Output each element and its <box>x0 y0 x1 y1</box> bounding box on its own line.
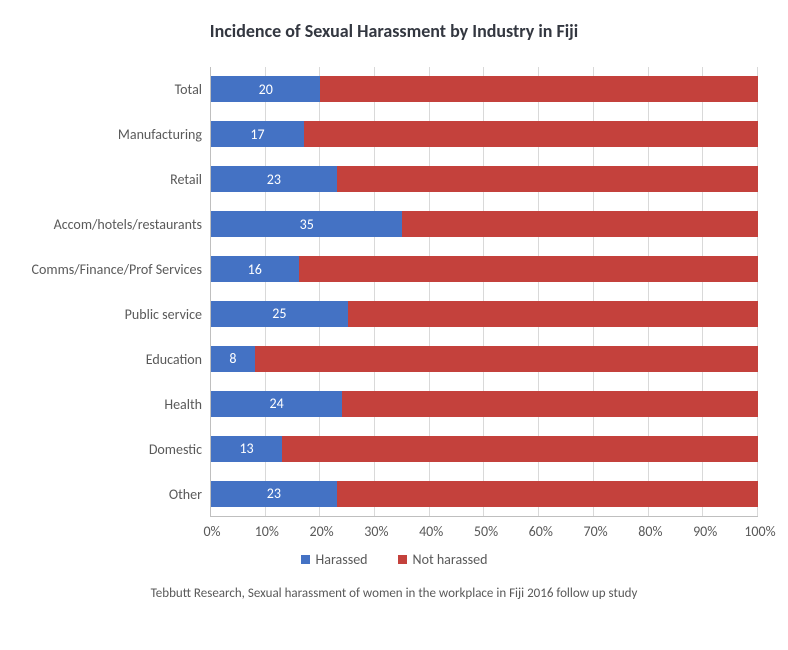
legend-item: Harassed <box>301 551 368 568</box>
bars-stack: 20 17 23 35 16 25 8 24 13 23 <box>211 67 758 516</box>
chart-container: Incidence of Sexual Harassment by Indust… <box>0 0 788 650</box>
bar-segment <box>255 346 758 372</box>
y-axis-label: Retail <box>30 157 202 202</box>
bar-segment <box>320 76 758 102</box>
stacked-bar: 16 <box>211 256 758 282</box>
bar-segment <box>402 211 758 237</box>
stacked-bar: 17 <box>211 121 758 147</box>
bar-segment <box>304 121 758 147</box>
bar-row: 8 <box>211 336 758 381</box>
bar-segment: 8 <box>211 346 255 372</box>
bar-segment: 25 <box>211 301 348 327</box>
stacked-bar: 20 <box>211 76 758 102</box>
legend-swatch <box>301 555 310 564</box>
bars-region: 20 17 23 35 16 25 8 24 13 23 <box>210 67 758 517</box>
bar-row: 24 <box>211 381 758 426</box>
stacked-bar: 23 <box>211 166 758 192</box>
stacked-bar: 35 <box>211 211 758 237</box>
stacked-bar: 24 <box>211 391 758 417</box>
stacked-bar: 23 <box>211 481 758 507</box>
legend-label: Not harassed <box>413 551 488 568</box>
bar-segment: 17 <box>211 121 304 147</box>
bar-segment: 35 <box>211 211 402 237</box>
stacked-bar: 13 <box>211 436 758 462</box>
bar-segment: 23 <box>211 166 337 192</box>
x-axis: 0%10%20%30%40%50%60%70%80%90%100% <box>210 517 758 523</box>
bar-segment: 23 <box>211 481 337 507</box>
y-axis-labels: TotalManufacturingRetailAccom/hotels/res… <box>30 67 210 517</box>
stacked-bar: 25 <box>211 301 758 327</box>
y-axis-label: Domestic <box>30 427 202 472</box>
y-axis-label: Comms/Finance/Prof Services <box>30 247 202 292</box>
bar-row: 25 <box>211 292 758 337</box>
bar-row: 20 <box>211 67 758 112</box>
y-axis-label: Education <box>30 337 202 382</box>
legend: Harassed Not harassed <box>30 551 758 568</box>
plot-area: TotalManufacturingRetailAccom/hotels/res… <box>30 67 758 517</box>
bar-row: 35 <box>211 202 758 247</box>
chart-title: Incidence of Sexual Harassment by Indust… <box>30 20 758 42</box>
bar-segment: 16 <box>211 256 299 282</box>
bar-segment <box>299 256 758 282</box>
legend-label: Harassed <box>316 551 368 568</box>
bar-row: 17 <box>211 112 758 157</box>
footnote: Tebbutt Research, Sexual harassment of w… <box>30 586 758 601</box>
y-axis-label: Public service <box>30 292 202 337</box>
bar-segment <box>337 166 758 192</box>
legend-item: Not harassed <box>398 551 488 568</box>
bar-segment: 20 <box>211 76 320 102</box>
bar-row: 23 <box>211 157 758 202</box>
bar-segment <box>342 391 758 417</box>
y-axis-label: Manufacturing <box>30 112 202 157</box>
stacked-bar: 8 <box>211 346 758 372</box>
y-axis-label: Accom/hotels/restaurants <box>30 202 202 247</box>
bar-segment: 13 <box>211 436 282 462</box>
bar-segment <box>337 481 758 507</box>
bar-segment: 24 <box>211 391 342 417</box>
bar-row: 16 <box>211 247 758 292</box>
bar-row: 13 <box>211 426 758 471</box>
y-axis-label: Total <box>30 67 202 112</box>
legend-swatch <box>398 555 407 564</box>
y-axis-label: Other <box>30 472 202 517</box>
bar-segment <box>282 436 758 462</box>
y-axis-label: Health <box>30 382 202 427</box>
bar-segment <box>348 301 758 327</box>
bar-row: 23 <box>211 471 758 516</box>
